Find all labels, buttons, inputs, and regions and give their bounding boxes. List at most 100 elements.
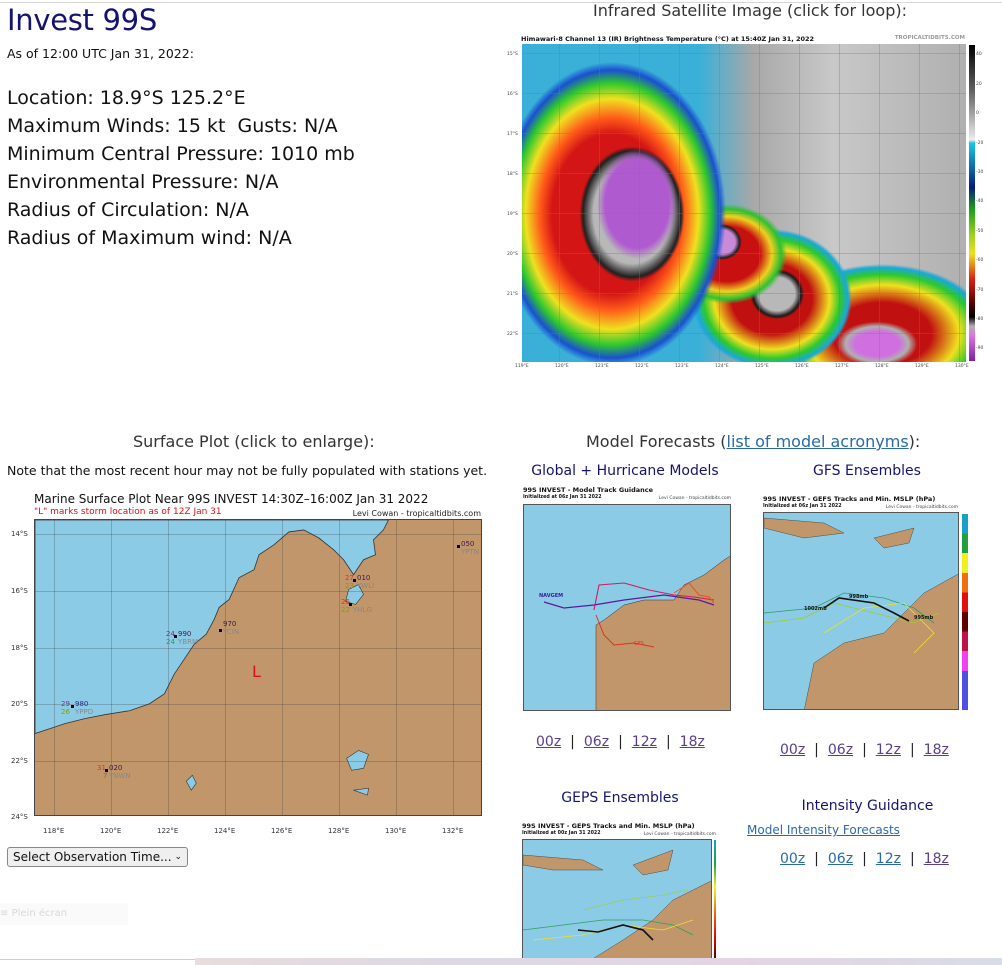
geps-ensembles-image-link[interactable]: 99S INVEST - GEPS Tracks and Min. MSLP (… [508, 820, 716, 958]
intensity-guidance-heading: Intensity Guidance [801, 798, 934, 814]
lon-tick: 125°E [755, 364, 769, 369]
lat-tick: 18°S [11, 644, 28, 652]
fullscreen-hint-label: Plein écran [11, 908, 68, 919]
model-acronyms-link[interactable]: list of model acronyms [726, 432, 909, 451]
global-12z-link[interactable]: 12z [631, 734, 657, 750]
lon-tick: 130°E [955, 364, 969, 369]
station-ywlu: 27 23 010 YWLI [345, 574, 375, 590]
colorbar-tick: -30 [976, 170, 984, 175]
lon-tick: 126°E [795, 364, 809, 369]
lon-tick: 127°E [835, 364, 849, 369]
info-radius-max-wind: Radius of Maximum wind: N/A [7, 227, 292, 249]
svg-text:GFS: GFS [634, 641, 644, 647]
lat-tick: 15°S [507, 52, 518, 57]
station-yppd: 29 26 980 YPPD [61, 700, 94, 716]
svg-text:998mb: 998mb [849, 594, 869, 600]
geps-figure-subtitle: Initialized at 00z Jan 31 2022 [522, 831, 601, 836]
colorbar-tick: 0 [976, 111, 979, 116]
lon-tick: 130°E [385, 827, 407, 835]
geps-colorbar [714, 840, 716, 958]
global-06z-link[interactable]: 06z [583, 734, 610, 750]
lon-tick: 119°E [515, 364, 529, 369]
svg-text:NAVGEM: NAVGEM [539, 593, 563, 599]
satellite-ir-map [522, 44, 966, 362]
intensity-cycle-links: 00z | 06z | 12z | 18z [780, 851, 949, 867]
lat-tick: 20°S [11, 700, 28, 708]
bottom-divider [0, 959, 195, 960]
station-ybrm: 24 24 990 YBRM [166, 630, 198, 646]
colorbar-tick: -40 [976, 199, 984, 204]
storm-title: Invest 99S [7, 3, 157, 37]
model-intensity-forecasts-link[interactable]: Model Intensity Forecasts [747, 823, 900, 837]
satellite-heading: Infrared Satellite Image (click for loop… [593, 1, 907, 20]
svg-text:995mb: 995mb [914, 615, 934, 621]
lon-tick: 121°E [595, 364, 609, 369]
surface-map: 050 YPTN 27 23 010 YWLI 26 22 YHLG 970 Y… [34, 519, 482, 816]
satellite-credit: TROPICALTIDBITS.COM [894, 35, 965, 41]
lat-tick: 18°S [507, 172, 518, 177]
observation-time-select[interactable]: Select Observation Time... ⌄ [7, 847, 188, 867]
colorbar-tick: 20 [976, 82, 982, 87]
geps-ensembles-heading: GEPS Ensembles [561, 790, 679, 806]
colorbar-tick: -90 [976, 346, 984, 351]
intensity-00z-link[interactable]: 00z [780, 851, 806, 867]
global-models-heading: Global + Hurricane Models [531, 463, 719, 479]
gfs-00z-link[interactable]: 00z [780, 742, 806, 758]
global-models-image-link[interactable]: 99S INVEST - Model Track Guidance Initia… [519, 486, 735, 718]
lon-tick: 128°E [875, 364, 889, 369]
lon-tick: 122°E [157, 827, 179, 835]
lon-tick: 132°E [442, 827, 464, 835]
geps-track-map [522, 839, 712, 958]
storm-info-list: Location: 18.9°S 125.2°E Maximum Winds: … [7, 84, 355, 252]
fullscreen-hint[interactable]: ≡ Plein écran [0, 903, 128, 925]
lon-tick: 129°E [915, 364, 929, 369]
svg-text:1002mb: 1002mb [804, 606, 827, 612]
gfs-ensembles-heading: GFS Ensembles [813, 463, 921, 479]
surface-plot-image-link[interactable]: Marine Surface Plot Near 99S INVEST 14:3… [5, 490, 487, 845]
model-forecasts-heading: Model Forecasts (list of model acronyms)… [586, 432, 920, 451]
surface-plot-heading: Surface Plot (click to enlarge): [133, 432, 375, 451]
lat-tick: 22°S [507, 332, 518, 337]
info-radius-circulation: Radius of Circulation: N/A [7, 199, 249, 221]
colorbar-tick: -70 [976, 288, 984, 293]
gfs-figure-title: 99S INVEST - GEFS Tracks and Min. MSLP (… [763, 495, 936, 503]
observation-time-select-label: Select Observation Time... [13, 850, 172, 864]
satellite-colorbar [969, 45, 975, 361]
colorbar-tick: -20 [976, 141, 984, 146]
intensity-06z-link[interactable]: 06z [827, 851, 854, 867]
top-divider [0, 2, 1002, 3]
gfs-06z-link[interactable]: 06z [827, 742, 854, 758]
satellite-image-link[interactable]: Himawari-8 Channel 13 (IR) Brightness Te… [503, 33, 975, 373]
lat-tick: 20°S [507, 252, 518, 257]
colorbar-tick: -80 [976, 317, 984, 322]
global-18z-link[interactable]: 18z [679, 734, 705, 750]
surface-plot-note: Note that the most recent hour may not b… [7, 463, 488, 478]
global-00z-link[interactable]: 00z [536, 734, 562, 750]
surface-credit: Levi Cowan - tropicaltidbits.com [352, 509, 481, 518]
lon-tick: 120°E [555, 364, 569, 369]
geps-credit: Levi Cowan - tropicaltidbits.com [643, 832, 716, 837]
intensity-12z-link[interactable]: 12z [875, 851, 901, 867]
intensity-18z-link[interactable]: 18z [923, 851, 949, 867]
lon-tick: 120°E [100, 827, 122, 835]
lon-tick: 124°E [715, 364, 729, 369]
global-figure-subtitle: Initialized at 06z Jan 31 2022 [523, 495, 602, 500]
bottom-taskbar-strip [195, 958, 1002, 965]
heading-suffix: ): [908, 432, 921, 451]
heading-prefix: Model Forecasts ( [586, 432, 727, 451]
station-yhlg: 26 22 YHLG [341, 598, 372, 614]
gfs-12z-link[interactable]: 12z [875, 742, 901, 758]
global-figure-title: 99S INVEST - Model Track Guidance [523, 486, 654, 494]
gfs-18z-link[interactable]: 18z [923, 742, 949, 758]
as-of-timestamp: As of 12:00 UTC Jan 31, 2022: [7, 46, 194, 61]
lat-tick: 16°S [11, 587, 28, 595]
station-yptn: 050 YPTN [457, 540, 479, 556]
info-env-pressure: Environmental Pressure: N/A [7, 171, 279, 193]
gfs-ensembles-image-link[interactable]: 99S INVEST - GEFS Tracks and Min. MSLP (… [759, 490, 974, 720]
colorbar-tick: -60 [976, 258, 984, 263]
surface-figure-subtitle: "L" marks storm location as of 12Z Jan 3… [34, 507, 222, 517]
lon-tick: 118°E [43, 827, 65, 835]
geps-figure-title: 99S INVEST - GEPS Tracks and Min. MSLP (… [522, 822, 695, 830]
storm-location-marker: L [252, 662, 261, 681]
gfs-track-map: 1002mb 998mb 995mb [763, 512, 959, 710]
